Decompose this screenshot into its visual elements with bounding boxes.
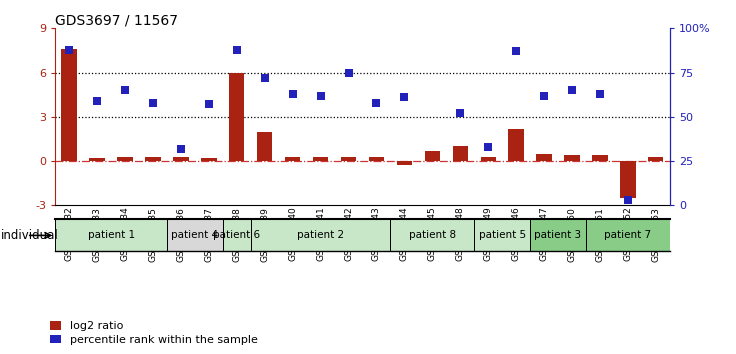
Bar [509, 129, 524, 161]
Text: patient 6: patient 6 [213, 230, 261, 240]
Point [63, 47, 75, 52]
Bar [453, 146, 468, 161]
Point [566, 87, 578, 93]
Bar [313, 156, 328, 161]
Bar [425, 151, 440, 161]
Point [203, 102, 215, 107]
Point [91, 98, 103, 104]
Point [454, 110, 466, 116]
Point [231, 47, 243, 52]
Point [343, 70, 355, 75]
Bar [390, 219, 474, 251]
Bar [117, 156, 132, 161]
Bar [592, 155, 608, 161]
Bar [89, 158, 105, 161]
Text: patient 5: patient 5 [478, 230, 526, 240]
Bar [201, 158, 216, 161]
Bar [397, 161, 412, 166]
Point [175, 146, 187, 152]
Point [482, 144, 494, 150]
Bar [257, 132, 272, 161]
Point [538, 93, 550, 98]
Bar [285, 156, 300, 161]
Point [287, 91, 299, 97]
Point [259, 75, 271, 81]
Text: patient 3: patient 3 [534, 230, 581, 240]
Bar [481, 156, 496, 161]
Bar [229, 73, 244, 161]
Point [370, 100, 382, 105]
Text: patient 1: patient 1 [88, 230, 135, 240]
Bar [369, 156, 384, 161]
Bar [620, 161, 636, 198]
Point [147, 100, 159, 105]
Bar [251, 219, 390, 251]
Bar [586, 219, 670, 251]
Bar [537, 154, 552, 161]
Bar [341, 156, 356, 161]
Point [398, 95, 410, 100]
Bar [223, 219, 251, 251]
Text: patient 4: patient 4 [171, 230, 219, 240]
Bar [167, 219, 223, 251]
Bar [145, 156, 160, 161]
Bar [530, 219, 586, 251]
Text: patient 8: patient 8 [408, 230, 456, 240]
Legend: log2 ratio, percentile rank within the sample: log2 ratio, percentile rank within the s… [50, 321, 258, 345]
Point [315, 93, 327, 98]
Bar [173, 156, 188, 161]
Text: individual: individual [1, 229, 58, 242]
Bar [565, 155, 580, 161]
Point [622, 197, 634, 203]
Point [119, 87, 131, 93]
Bar [648, 156, 663, 161]
Text: patient 2: patient 2 [297, 230, 344, 240]
Point [510, 48, 522, 54]
Bar [62, 49, 77, 161]
Bar [55, 219, 167, 251]
Point [594, 91, 606, 97]
Text: patient 7: patient 7 [604, 230, 651, 240]
Text: GDS3697 / 11567: GDS3697 / 11567 [55, 13, 178, 27]
Bar [474, 219, 530, 251]
